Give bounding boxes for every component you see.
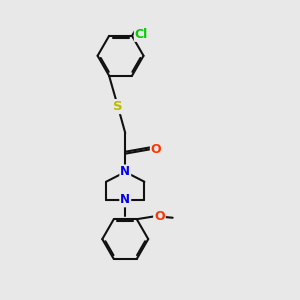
Text: O: O (151, 143, 161, 156)
Text: S: S (113, 100, 123, 113)
Text: N: N (120, 166, 130, 178)
Text: N: N (120, 194, 130, 206)
Text: O: O (154, 210, 165, 223)
Text: Cl: Cl (135, 28, 148, 41)
